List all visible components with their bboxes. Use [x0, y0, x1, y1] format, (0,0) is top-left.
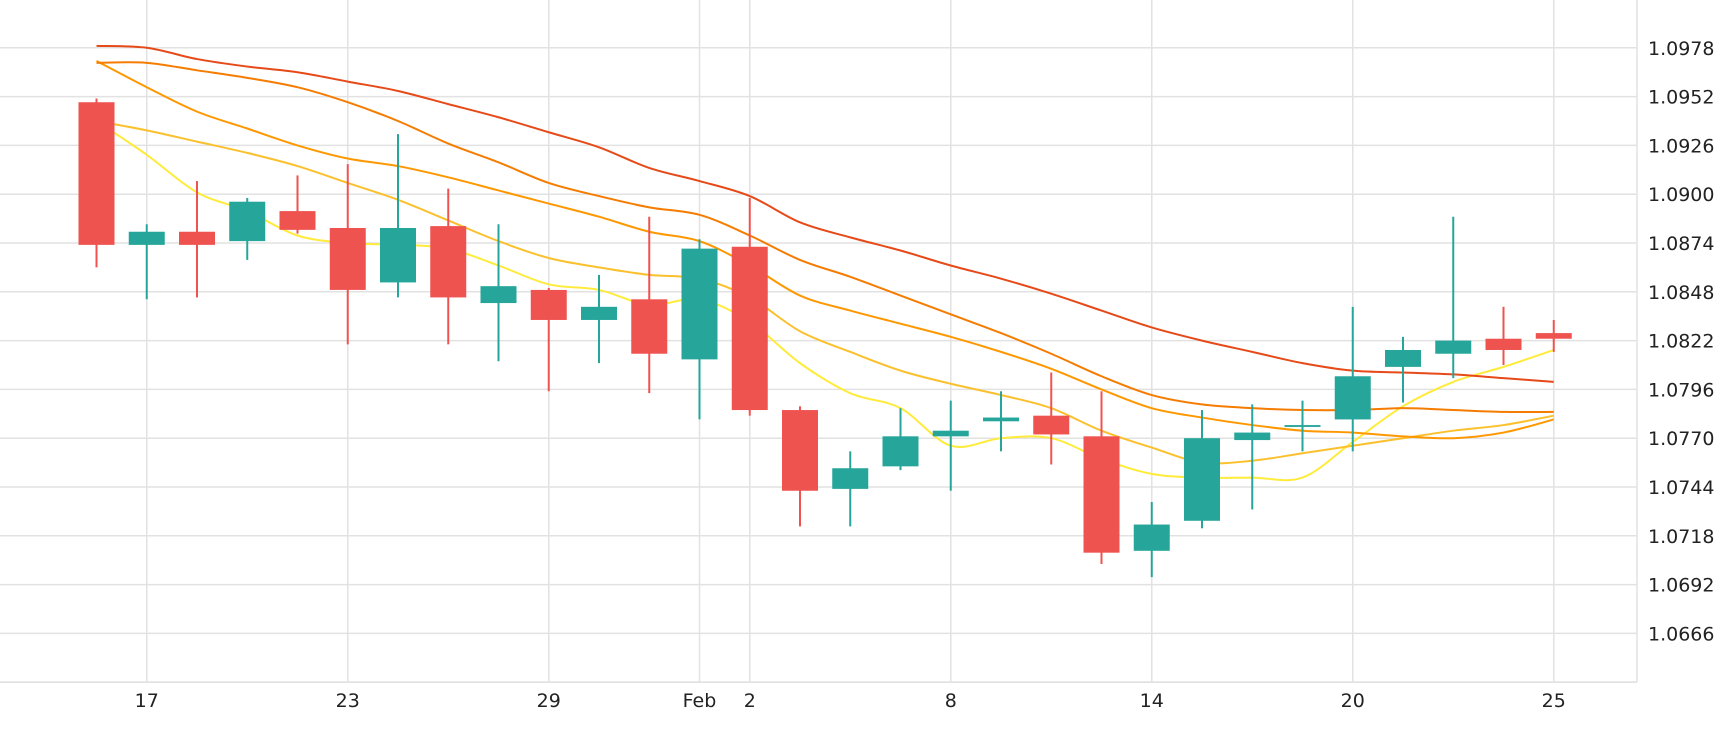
- candle: [1234, 404, 1271, 510]
- candle: [279, 175, 316, 234]
- candle-body: [932, 430, 969, 437]
- candle-body: [1033, 415, 1070, 435]
- candle: [1133, 502, 1170, 578]
- candle: [480, 224, 517, 362]
- candle-body: [1184, 438, 1220, 521]
- candle: [983, 391, 1019, 452]
- candle-body: [1083, 436, 1120, 553]
- y-tick-label: 1.0770: [1648, 428, 1714, 450]
- candle: [1535, 319, 1572, 352]
- candle-body: [480, 286, 517, 304]
- candle-body: [430, 226, 467, 298]
- candle: [1485, 306, 1522, 365]
- candle-body: [229, 201, 266, 242]
- moving-average-line-4: [96, 61, 1554, 414]
- candle-body: [1535, 333, 1572, 339]
- candle: [782, 406, 818, 527]
- y-tick-label: 1.0926: [1648, 135, 1714, 157]
- candle: [1334, 306, 1371, 452]
- candles: [78, 98, 1572, 578]
- y-tick-label: 1.0666: [1648, 623, 1714, 645]
- candle: [329, 164, 366, 345]
- candle: [1083, 391, 1120, 564]
- candle-body: [882, 436, 919, 467]
- candle-body: [279, 211, 316, 230]
- candle-body: [1284, 425, 1321, 427]
- candle-body: [581, 306, 617, 320]
- candle: [128, 224, 165, 300]
- candle: [380, 134, 416, 298]
- moving-average-line-5: [96, 44, 1554, 383]
- candle-body: [78, 102, 115, 245]
- y-tick-label: 1.0718: [1648, 526, 1714, 548]
- x-tick-label: 23: [336, 690, 360, 712]
- candle: [832, 451, 869, 527]
- candle-body: [1334, 376, 1371, 420]
- y-tick-label: 1.0744: [1648, 477, 1714, 499]
- x-tick-label: Feb: [683, 690, 717, 712]
- y-tick-label: 1.0822: [1648, 331, 1714, 353]
- candle-body: [179, 231, 215, 245]
- candle-body: [329, 227, 366, 290]
- y-axis-ticks: 1.0978 1.0952 1.0926 1.0900 1.0874 1.0848 1.08…: [1648, 38, 1714, 646]
- candle-body: [731, 246, 768, 411]
- candle: [430, 188, 467, 345]
- x-tick-label: 20: [1341, 690, 1365, 712]
- candle-body: [1435, 340, 1472, 354]
- x-axis-ticks: 17 23 29 Feb 2 8 14 20 25: [135, 690, 1566, 712]
- candle-body: [832, 468, 869, 489]
- moving-average-line-2: [96, 120, 1554, 465]
- candle-body: [1234, 432, 1271, 441]
- x-tick-label: 17: [135, 690, 159, 712]
- candle-body: [128, 231, 165, 245]
- candle: [882, 408, 919, 471]
- candle: [581, 274, 617, 364]
- candle: [1284, 400, 1321, 452]
- candle-body: [1485, 338, 1522, 350]
- y-tick-label: 1.0952: [1648, 87, 1714, 109]
- candle-body: [530, 289, 567, 320]
- candle: [530, 288, 567, 392]
- candle: [1385, 336, 1421, 403]
- candle-body: [1133, 524, 1170, 551]
- candle-body: [1385, 349, 1421, 367]
- candle: [229, 197, 266, 260]
- y-tick-label: 1.0848: [1648, 282, 1714, 304]
- x-tick-label: 25: [1542, 690, 1566, 712]
- grid: [0, 0, 1638, 683]
- candle: [731, 197, 768, 416]
- candle: [1435, 216, 1472, 379]
- candle-body: [631, 299, 668, 354]
- candle: [78, 98, 115, 268]
- candle: [1033, 372, 1070, 465]
- candle: [179, 181, 215, 298]
- x-tick-label: 14: [1140, 690, 1164, 712]
- y-tick-label: 1.0796: [1648, 379, 1714, 401]
- candle: [932, 400, 969, 491]
- x-tick-label: 2: [744, 690, 756, 712]
- candle: [631, 216, 668, 394]
- y-tick-label: 1.0692: [1648, 575, 1714, 597]
- candle-body: [380, 227, 416, 283]
- candle-body: [983, 417, 1019, 422]
- candle-body: [782, 410, 818, 491]
- y-tick-label: 1.0874: [1648, 233, 1714, 255]
- moving-average-line-3: [96, 60, 1555, 440]
- x-tick-label: 8: [945, 690, 957, 712]
- candle: [681, 239, 718, 420]
- candle: [1184, 410, 1220, 529]
- y-tick-label: 1.0978: [1648, 38, 1714, 60]
- moving-average-line-1: [95, 120, 1555, 482]
- x-tick-label: 29: [537, 690, 561, 712]
- y-tick-label: 1.0900: [1648, 184, 1714, 206]
- candle-body: [681, 248, 718, 360]
